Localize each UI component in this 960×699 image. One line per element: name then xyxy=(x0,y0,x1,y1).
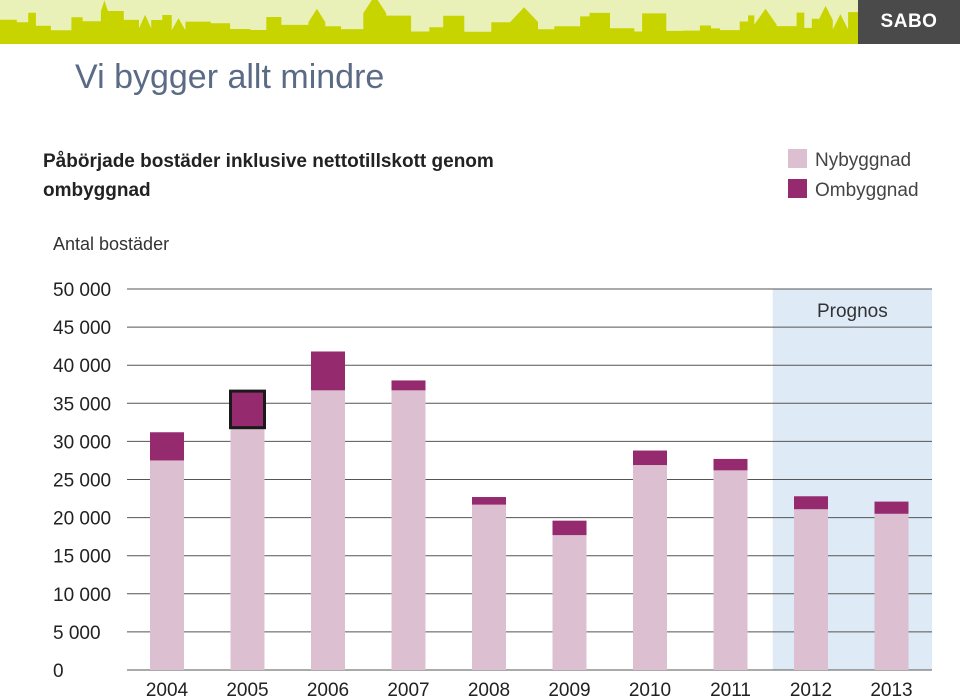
y-tick-label: 45 000 xyxy=(53,318,111,339)
x-tick-label: 2012 xyxy=(790,680,832,699)
x-tick-label: 2010 xyxy=(629,680,671,699)
x-tick-label: 2006 xyxy=(307,680,349,699)
bar-nybyggnad-2004 xyxy=(150,460,184,670)
bar-nybyggnad-2005 xyxy=(230,427,265,670)
bar-nybyggnad-2010 xyxy=(633,465,667,670)
y-tick-label: 0 xyxy=(53,661,64,682)
legend-swatch-nybyggnad xyxy=(788,149,807,168)
x-tick-label: 2011 xyxy=(710,680,751,699)
x-tick-label: 2009 xyxy=(548,680,590,699)
bar-ombyggnad-2009 xyxy=(552,520,587,536)
x-tick-label: 2004 xyxy=(146,680,189,699)
chart-title: Påbörjade bostäder inklusive nettotillsk… xyxy=(43,151,494,201)
city-skyline-graphic xyxy=(0,0,865,44)
bar-nybyggnad-2008 xyxy=(472,504,506,670)
x-tick-labels: 2004 2005 2006 2007 2008 2009 2010 2011 2012 2013 xyxy=(146,680,913,699)
slide-title: Vi bygger allt mindre xyxy=(75,58,385,96)
bars xyxy=(150,351,909,670)
bar-ombyggnad-2008 xyxy=(472,497,506,505)
legend-label-ombyggnad: Ombyggnad xyxy=(815,180,919,201)
sabo-logo: SABO xyxy=(858,0,960,44)
bar-ombyggnad-2004 xyxy=(150,432,184,461)
x-tick-label: 2008 xyxy=(468,680,510,699)
y-tick-label: 15 000 xyxy=(53,547,111,568)
bar-nybyggnad-2012 xyxy=(794,509,828,670)
bar-nybyggnad-2011 xyxy=(713,470,748,670)
y-tick-label: 35 000 xyxy=(53,394,111,415)
y-tick-label: 30 000 xyxy=(53,432,111,453)
legend-swatch-ombyggnad xyxy=(788,179,807,198)
x-tick-label: 2005 xyxy=(226,680,268,699)
bar-ombyggnad-2010 xyxy=(633,450,667,466)
bar-ombyggnad-2005 xyxy=(229,389,266,430)
x-tick-label: 2013 xyxy=(870,680,912,699)
y-axis-title: Antal bostäder xyxy=(53,234,169,254)
legend: Nybyggnad Ombyggnad xyxy=(788,149,919,201)
y-tick-label: 40 000 xyxy=(53,356,111,377)
y-tick-label: 10 000 xyxy=(53,585,111,606)
bar-nybyggnad-2013 xyxy=(874,513,909,670)
bar-nybyggnad-2006 xyxy=(311,390,345,670)
bar-nybyggnad-2007 xyxy=(391,390,426,670)
y-tick-label: 25 000 xyxy=(53,471,111,492)
bar-ombyggnad-2006 xyxy=(311,351,345,391)
y-tick-label: 50 000 xyxy=(53,280,111,301)
bar-ombyggnad-2007 xyxy=(391,380,426,391)
x-tick-label: 2007 xyxy=(387,680,429,699)
bar-ombyggnad-2012 xyxy=(794,496,828,510)
bar-ombyggnad-2013 xyxy=(874,501,909,514)
forecast-label: Prognos xyxy=(817,301,888,322)
y-tick-label: 20 000 xyxy=(53,509,111,530)
header-band xyxy=(0,0,960,44)
bar-ombyggnad-2011 xyxy=(713,458,748,471)
legend-label-nybyggnad: Nybyggnad xyxy=(815,150,911,171)
bar-nybyggnad-2009 xyxy=(552,535,587,670)
y-tick-label: 5 000 xyxy=(53,623,101,644)
y-tick-labels: 0 5 000 10 000 15 000 20 000 25 000 30 000 35 0… xyxy=(53,280,111,682)
